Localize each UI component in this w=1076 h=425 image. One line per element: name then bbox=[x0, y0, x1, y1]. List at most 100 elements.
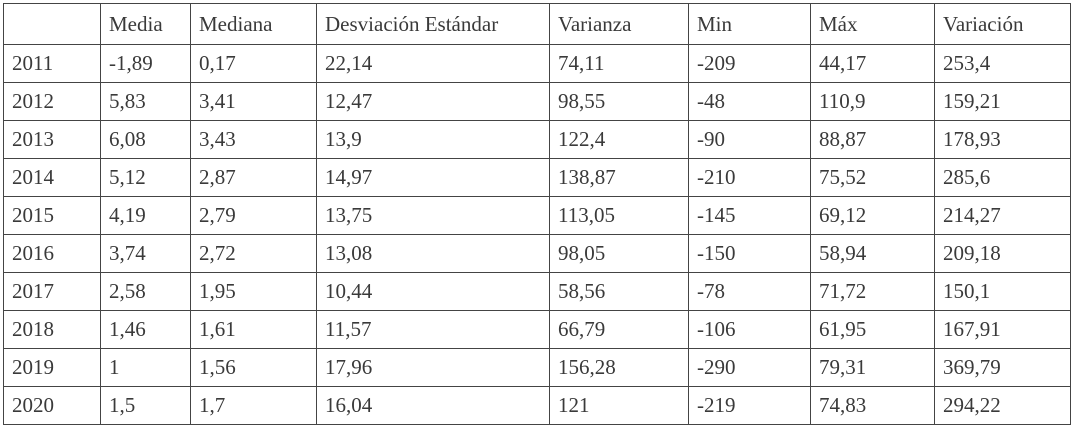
stats-table: Media Mediana Desviación Estándar Varianza M… bbox=[3, 3, 1071, 425]
value-cell: -210 bbox=[688, 158, 811, 197]
year-cell: 2011 bbox=[3, 44, 101, 83]
data-row: 2013 6,08 3,43 13,9 122,4 -90 88,87 178,93 bbox=[3, 120, 1071, 159]
data-row: 2016 3,74 2,72 13,08 98,05 -150 58,94 209,18 bbox=[3, 234, 1071, 273]
value-cell: 12,47 bbox=[316, 82, 550, 121]
value-cell: 214,27 bbox=[934, 196, 1071, 235]
data-row: 2017 2,58 1,95 10,44 58,56 -78 71,72 150,1 bbox=[3, 272, 1071, 311]
value-cell: 1 bbox=[100, 348, 191, 387]
value-cell: 156,28 bbox=[549, 348, 689, 387]
year-cell: 2014 bbox=[3, 158, 101, 197]
value-cell: 13,08 bbox=[316, 234, 550, 273]
value-cell: -145 bbox=[688, 196, 811, 235]
value-cell: 74,11 bbox=[549, 44, 689, 83]
value-cell: 167,91 bbox=[934, 310, 1071, 349]
year-cell: 2016 bbox=[3, 234, 101, 273]
value-cell: 1,61 bbox=[190, 310, 317, 349]
value-cell: 88,87 bbox=[810, 120, 935, 159]
value-cell: 2,72 bbox=[190, 234, 317, 273]
value-cell: 285,6 bbox=[934, 158, 1071, 197]
value-cell: 16,04 bbox=[316, 386, 550, 425]
value-cell: -219 bbox=[688, 386, 811, 425]
value-cell: -1,89 bbox=[100, 44, 191, 83]
data-row: 2019 1 1,56 17,96 156,28 -290 79,31 369,79 bbox=[3, 348, 1071, 387]
value-cell: 58,94 bbox=[810, 234, 935, 273]
header-cell: Variación bbox=[934, 3, 1071, 45]
value-cell: 178,93 bbox=[934, 120, 1071, 159]
data-row: 2015 4,19 2,79 13,75 113,05 -145 69,12 214,27 bbox=[3, 196, 1071, 235]
value-cell: 44,17 bbox=[810, 44, 935, 83]
value-cell: 3,43 bbox=[190, 120, 317, 159]
value-cell: -150 bbox=[688, 234, 811, 273]
corner-cell bbox=[3, 3, 101, 45]
value-cell: 3,74 bbox=[100, 234, 191, 273]
value-cell: 121 bbox=[549, 386, 689, 425]
header-cell: Varianza bbox=[549, 3, 689, 45]
value-cell: 2,58 bbox=[100, 272, 191, 311]
value-cell: 2,87 bbox=[190, 158, 317, 197]
value-cell: 253,4 bbox=[934, 44, 1071, 83]
year-cell: 2013 bbox=[3, 120, 101, 159]
header-row: Media Mediana Desviación Estándar Varianza M… bbox=[3, 3, 1071, 45]
value-cell: 1,56 bbox=[190, 348, 317, 387]
value-cell: 71,72 bbox=[810, 272, 935, 311]
value-cell: 13,9 bbox=[316, 120, 550, 159]
header-cell: Min bbox=[688, 3, 811, 45]
value-cell: 1,5 bbox=[100, 386, 191, 425]
value-cell: 22,14 bbox=[316, 44, 550, 83]
value-cell: 294,22 bbox=[934, 386, 1071, 425]
value-cell: 122,4 bbox=[549, 120, 689, 159]
year-cell: 2020 bbox=[3, 386, 101, 425]
year-cell: 2019 bbox=[3, 348, 101, 387]
value-cell: 17,96 bbox=[316, 348, 550, 387]
data-row: 2012 5,83 3,41 12,47 98,55 -48 110,9 159,21 bbox=[3, 82, 1071, 121]
value-cell: 1,46 bbox=[100, 310, 191, 349]
value-cell: 0,17 bbox=[190, 44, 317, 83]
table-body: Media Mediana Desviación Estándar Varianza M… bbox=[3, 3, 1071, 425]
value-cell: 79,31 bbox=[810, 348, 935, 387]
value-cell: 6,08 bbox=[100, 120, 191, 159]
value-cell: 74,83 bbox=[810, 386, 935, 425]
value-cell: 369,79 bbox=[934, 348, 1071, 387]
value-cell: 11,57 bbox=[316, 310, 550, 349]
value-cell: 5,83 bbox=[100, 82, 191, 121]
value-cell: -48 bbox=[688, 82, 811, 121]
year-cell: 2015 bbox=[3, 196, 101, 235]
header-cell: Máx bbox=[810, 3, 935, 45]
value-cell: 98,05 bbox=[549, 234, 689, 273]
data-row: 2014 5,12 2,87 14,97 138,87 -210 75,52 285,6 bbox=[3, 158, 1071, 197]
value-cell: 1,95 bbox=[190, 272, 317, 311]
data-row: 2011 -1,89 0,17 22,14 74,11 -209 44,17 253,4 bbox=[3, 44, 1071, 83]
value-cell: 5,12 bbox=[100, 158, 191, 197]
value-cell: 3,41 bbox=[190, 82, 317, 121]
value-cell: 209,18 bbox=[934, 234, 1071, 273]
value-cell: 14,97 bbox=[316, 158, 550, 197]
value-cell: 138,87 bbox=[549, 158, 689, 197]
value-cell: 4,19 bbox=[100, 196, 191, 235]
value-cell: 159,21 bbox=[934, 82, 1071, 121]
value-cell: 58,56 bbox=[549, 272, 689, 311]
year-cell: 2017 bbox=[3, 272, 101, 311]
value-cell: 13,75 bbox=[316, 196, 550, 235]
value-cell: 110,9 bbox=[810, 82, 935, 121]
value-cell: 66,79 bbox=[549, 310, 689, 349]
value-cell: 61,95 bbox=[810, 310, 935, 349]
value-cell: 69,12 bbox=[810, 196, 935, 235]
header-cell: Media bbox=[100, 3, 191, 45]
value-cell: 98,55 bbox=[549, 82, 689, 121]
header-cell: Mediana bbox=[190, 3, 317, 45]
value-cell: 75,52 bbox=[810, 158, 935, 197]
value-cell: -78 bbox=[688, 272, 811, 311]
value-cell: -290 bbox=[688, 348, 811, 387]
value-cell: 150,1 bbox=[934, 272, 1071, 311]
value-cell: 1,7 bbox=[190, 386, 317, 425]
value-cell: -209 bbox=[688, 44, 811, 83]
data-row: 2020 1,5 1,7 16,04 121 -219 74,83 294,22 bbox=[3, 386, 1071, 425]
year-cell: 2018 bbox=[3, 310, 101, 349]
value-cell: 2,79 bbox=[190, 196, 317, 235]
value-cell: -90 bbox=[688, 120, 811, 159]
value-cell: -106 bbox=[688, 310, 811, 349]
year-cell: 2012 bbox=[3, 82, 101, 121]
value-cell: 10,44 bbox=[316, 272, 550, 311]
header-cell: Desviación Estándar bbox=[316, 3, 550, 45]
